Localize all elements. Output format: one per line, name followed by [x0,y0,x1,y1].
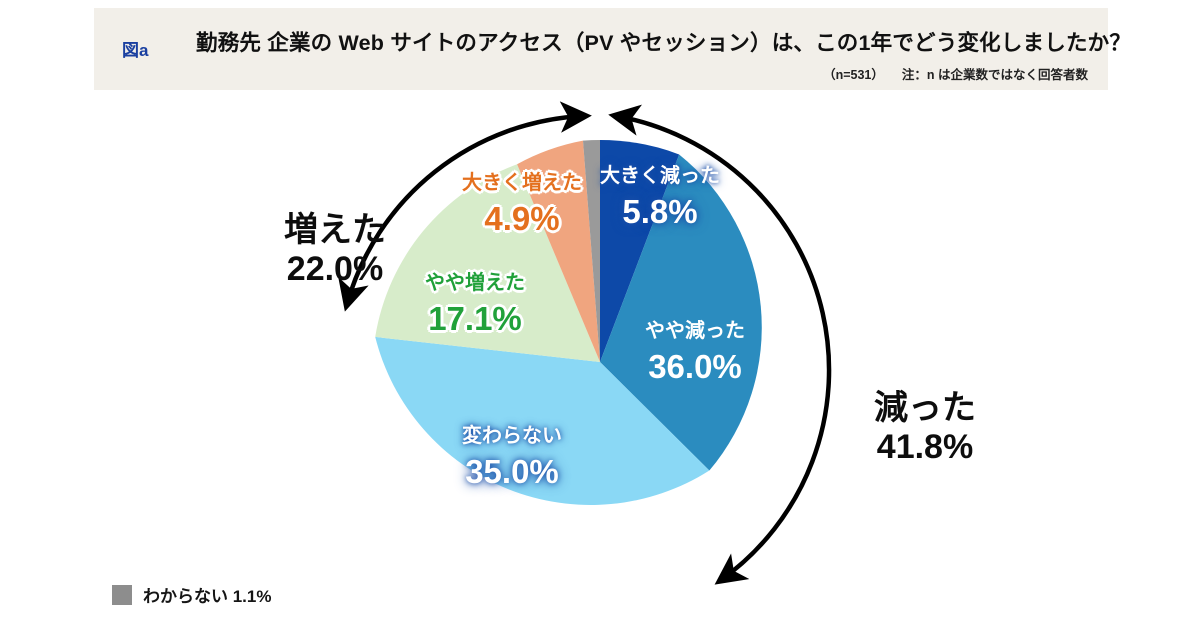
legend: わからない 1.1% [112,582,271,607]
pie-chart: 大きく減った 5.8% やや減った 36.0% 変わらない 35.0% やや増え… [0,90,1200,630]
arc-arrow-decrease [608,104,832,585]
note-text: 注：n は企業数ではなく回答者数 [901,68,1088,82]
pie-svg [338,101,832,585]
header-note: （n=531） 注：n は企業数ではなく回答者数 [823,64,1088,83]
legend-label-unknown: わからない 1.1% [143,587,272,606]
figure-tag: 図a [122,41,149,60]
legend-swatch-unknown [112,584,132,605]
arc-arrow-increase [338,101,592,312]
header-band [94,8,1108,90]
sample-size: （n=531） [823,68,884,82]
page-title: 勤務先 企業の Web サイトのアクセス（PV やセッション）は、この1年でどう… [196,31,1132,55]
